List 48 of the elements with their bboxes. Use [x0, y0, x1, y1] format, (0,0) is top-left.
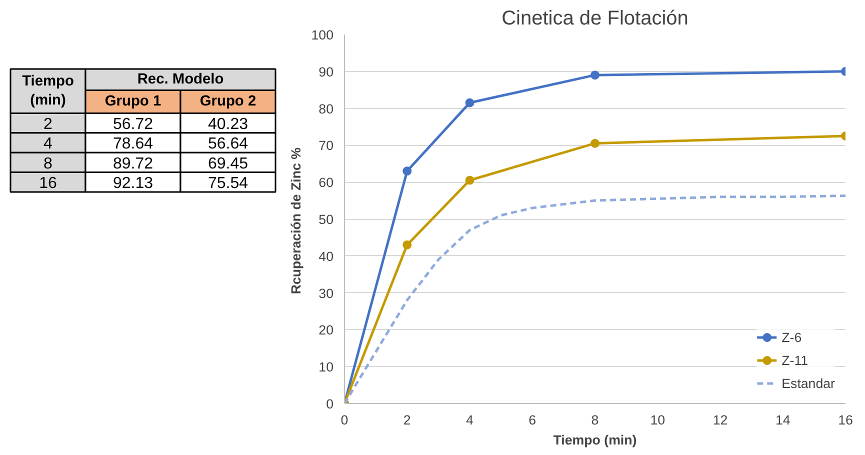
y-tick-label: 20 [318, 322, 334, 338]
point [590, 138, 600, 148]
x-tick-label: 8 [591, 412, 599, 428]
y-tick-label: 90 [318, 64, 334, 80]
y-axis-title: Rcuperación de Zinc % [288, 147, 304, 294]
text: Rec. Modelo [137, 72, 224, 88]
text: 56.64 [208, 136, 248, 153]
text: 16 [39, 175, 57, 192]
y-tick-label: 30 [318, 286, 334, 301]
text: 89.72 [112, 155, 154, 172]
x-tick-label: 6 [528, 412, 536, 428]
y-tick-label: 60 [318, 175, 334, 190]
x-axis-title: Tiempo (min) [553, 432, 637, 448]
point [465, 176, 474, 185]
text: Tiempo (min) [22, 73, 74, 109]
y-tick-label: 50 [318, 212, 334, 227]
text: 8 [44, 155, 53, 172]
text: 69.45 [208, 155, 248, 172]
text: Grupo 1 [104, 94, 162, 110]
text: 75.54 [208, 175, 248, 192]
y-tick-label: 0 [326, 396, 334, 412]
x-tick-label: 12 [712, 412, 728, 428]
point [465, 98, 474, 108]
text: 4 [44, 136, 53, 153]
y-tick-label: 40 [318, 248, 334, 264]
text: 2 [44, 116, 53, 134]
point [402, 240, 412, 250]
x-tick-label: 10 [650, 412, 666, 428]
y-tick-label: 80 [318, 101, 334, 116]
x-tick-label: 2 [403, 412, 411, 428]
x-tick-label: 0 [340, 412, 348, 428]
text: 40.23 [208, 116, 248, 134]
y-tick-label: 10 [318, 360, 334, 375]
text: Grupo 2 [200, 94, 256, 110]
point [590, 70, 600, 80]
y-tick-label: 70 [318, 138, 334, 154]
text: 92.13 [112, 175, 154, 192]
text: 56.72 [112, 116, 154, 134]
x-tick-label: 4 [466, 412, 474, 428]
point [402, 166, 412, 176]
x-tick-label: 16 [838, 412, 853, 428]
legend-label: Z-11 [782, 352, 808, 368]
legend-label: Z-6 [782, 330, 802, 344]
y-tick-label: 100 [311, 28, 334, 42]
legend-label: Estandar [782, 376, 835, 390]
text: 78.64 [112, 136, 154, 153]
chart-title: Cinetica de Flotación [502, 8, 688, 30]
x-tick-label: 14 [775, 412, 791, 428]
